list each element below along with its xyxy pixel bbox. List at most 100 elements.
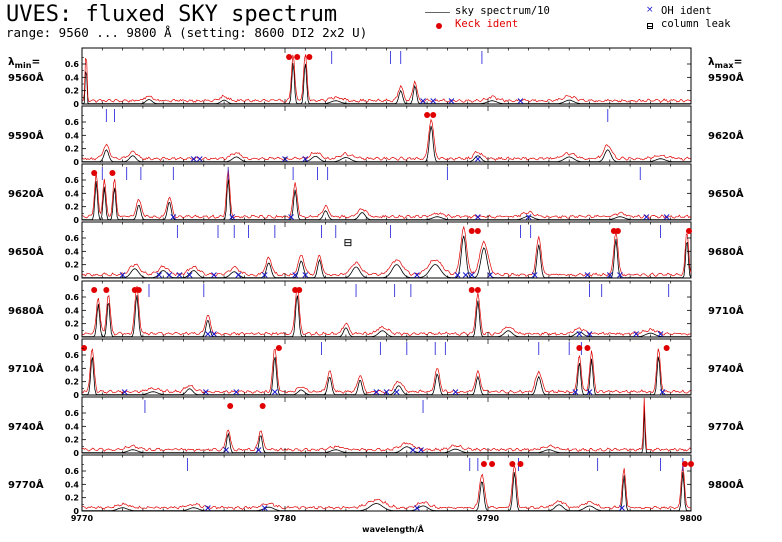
y-tick-label: 0: [73, 449, 79, 458]
keck-ident-dot: [614, 228, 621, 234]
y-tick-label: 0.2: [65, 203, 79, 212]
oh-ident-marker: [474, 214, 481, 220]
panel-lines: [82, 347, 691, 395]
keck-ident-dot: [81, 345, 88, 351]
panel-lines: [82, 465, 691, 511]
legend-leak-label: column leak: [661, 18, 731, 30]
panel-max-label: 9800Å: [708, 478, 744, 491]
fluxed-spectrum-line: [82, 118, 691, 161]
oh-ident-marker: [474, 156, 481, 162]
y-tick-label: 0.2: [65, 436, 79, 445]
oh-ident-marker: [414, 272, 420, 278]
x-tick-label: 9770: [71, 514, 94, 523]
panel-frame: [81, 454, 692, 512]
oh-ident-marker: [448, 98, 455, 104]
panel-lines: [82, 225, 691, 278]
y-tick-label: 0.2: [65, 320, 79, 329]
keck-ident-dot: [468, 287, 475, 293]
y-tick-label: 0.2: [65, 494, 79, 503]
oh-ident-marker: [302, 156, 309, 162]
oh-ident-marker: [166, 272, 173, 278]
keck-ident-dot: [135, 287, 142, 293]
oh-ident-marker: [383, 389, 390, 395]
chart-subtitle: range: 9560 ... 9800 Å (setting: 8600 DI…: [6, 25, 368, 40]
oh-ident-marker: [235, 272, 242, 278]
oh-ident-marker: [633, 331, 640, 337]
oh-ident-marker: [531, 272, 538, 278]
y-tick-label: 0.4: [65, 306, 80, 315]
oh-ident-marker: [418, 447, 424, 453]
legend-oh-label: OH ident: [661, 5, 712, 17]
oh-ident-marker: [196, 156, 203, 162]
header: UVES: fluxed SKY spectrum range: 9560 ..…: [0, 0, 782, 48]
oh-ident-marker: [414, 505, 420, 511]
keck-ident-dot: [584, 345, 591, 351]
panel-frame: [81, 105, 692, 163]
keck-ident-dot: [227, 403, 234, 409]
panel-frame: [81, 47, 692, 105]
panel-min-label: 9770Å: [8, 478, 44, 491]
panel-frame: [81, 280, 692, 338]
oh-ident-marker: [202, 389, 209, 395]
oh-ident-marker: [657, 331, 664, 337]
panel-min-label: 9560Å: [8, 71, 44, 84]
keck-ident-dot: [91, 287, 98, 293]
panel-lines: [82, 397, 691, 453]
y-tick-label: 0: [73, 100, 79, 109]
keck-ident-dot: [474, 287, 481, 293]
y-tick-label: 0.6: [65, 293, 80, 302]
keck-ident-dot: [430, 112, 437, 118]
keck-ident-dot: [294, 54, 301, 60]
keck-ident-dot: [663, 345, 670, 351]
fluxed-spectrum-line: [82, 225, 691, 277]
keck-ident-dot: [424, 112, 431, 118]
oh-ident-marker: [121, 389, 128, 395]
y-tick-label: 0.4: [65, 247, 80, 256]
keck-ident-dot: [275, 345, 282, 351]
y-tick-label: 0.6: [65, 176, 80, 185]
oh-ident-marker: [211, 272, 217, 278]
sky-spectrum-line: [82, 178, 691, 220]
y-tick-label: 0.2: [65, 261, 79, 270]
keck-ident-dot: [109, 170, 116, 176]
panel-frame: [81, 396, 692, 454]
panel-max-label: 9650Å: [708, 187, 744, 200]
keck-ident-dot: [576, 345, 583, 351]
panel-frame: [81, 338, 692, 396]
y-tick-label: 0: [73, 507, 79, 516]
oh-ident-marker: [255, 447, 262, 453]
sky-spectrum-line: [82, 406, 691, 453]
legend-sky-swatch: [425, 12, 450, 13]
oh-ident-marker: [156, 272, 162, 278]
oh-ident-marker: [659, 389, 666, 395]
oh-ident-marker: [190, 156, 197, 162]
sky-spectrum-line: [82, 125, 691, 162]
panel-max-label: 9590Å: [708, 71, 744, 84]
oh-ident-marker: [393, 389, 400, 395]
legend-keck-label: Keck ident: [455, 18, 519, 30]
panel-6: 0 0.2 0.4 0.6 9710Å 9740Å: [8, 338, 744, 400]
y-tick-label: 0.2: [65, 378, 79, 387]
panel-lines: [82, 285, 691, 337]
sky-spectrum-line: [82, 63, 691, 104]
oh-ident-marker: [229, 214, 236, 220]
fluxed-spectrum-line: [82, 285, 691, 336]
y-tick-label: 0: [73, 274, 79, 283]
fluxed-spectrum-line: [82, 397, 691, 452]
keck-ident-dot: [474, 228, 481, 234]
oh-ident-marker: [205, 331, 211, 337]
y-tick-label: 0: [73, 391, 79, 400]
y-tick-label: 0.6: [65, 234, 80, 243]
keck-ident-dot: [517, 461, 524, 467]
legend-sky-label: sky spectrum/10: [455, 5, 550, 17]
oh-ident-marker: [572, 389, 579, 395]
keck-ident-dot: [286, 54, 293, 60]
oh-ident-marker: [663, 214, 670, 220]
keck-ident-dot: [685, 228, 692, 234]
oh-ident-marker: [430, 98, 437, 104]
panel-min-label: 9620Å: [8, 187, 44, 200]
y-tick-label: 0.4: [65, 422, 80, 431]
keck-ident-dot: [259, 403, 266, 409]
x-tick-label: 9790: [477, 514, 500, 523]
oh-ident-marker: [452, 389, 459, 395]
